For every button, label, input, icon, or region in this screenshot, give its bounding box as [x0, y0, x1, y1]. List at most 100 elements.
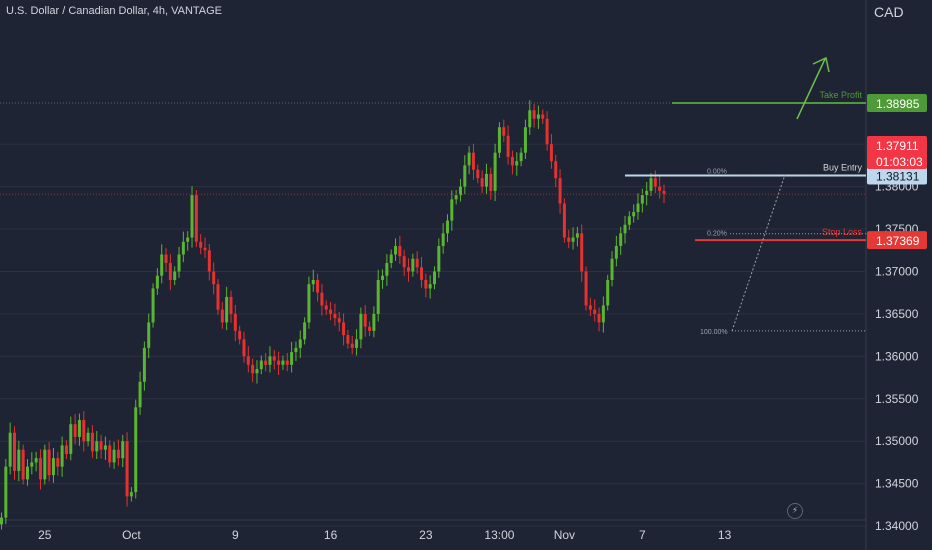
candle-body: [619, 233, 623, 247]
current-price-badge-text: 1.37911: [876, 139, 919, 153]
candle-body: [359, 313, 363, 340]
candle-body: [497, 127, 501, 153]
candle-body: [640, 195, 644, 204]
candle-body: [216, 284, 220, 310]
candle-body: [588, 305, 592, 310]
candle-body: [389, 254, 393, 263]
candle-body: [441, 233, 445, 247]
candle-body: [580, 233, 584, 272]
candle-body: [251, 364, 255, 374]
candle-body: [541, 114, 545, 119]
candle-body: [129, 492, 133, 497]
candle-body: [363, 313, 367, 327]
candle-body: [69, 424, 73, 454]
candle-body: [450, 199, 454, 221]
candle-body: [34, 458, 38, 463]
candle-body: [381, 275, 385, 280]
candle-body: [610, 258, 614, 280]
candle-body: [463, 165, 467, 187]
candle-body: [220, 309, 224, 323]
candle-body: [558, 178, 562, 204]
candle-body: [571, 237, 575, 242]
candle-body: [103, 445, 107, 450]
candle-body: [445, 220, 449, 234]
candle-body: [519, 152, 523, 162]
buy-entry-badge-text: 1.38131: [876, 170, 920, 184]
candle-body: [407, 267, 411, 272]
candle-body: [437, 246, 441, 272]
candle-body: [108, 445, 112, 463]
candle-body: [290, 352, 294, 365]
candle-body: [658, 186, 662, 191]
candle-body: [523, 127, 527, 153]
candle-body: [86, 432, 90, 442]
candle-body: [510, 156, 514, 166]
candle-body: [653, 178, 657, 187]
candle-body: [532, 110, 536, 119]
candle-body: [272, 356, 276, 361]
candle-body: [134, 407, 138, 493]
candle-body: [294, 347, 298, 353]
candle-body: [77, 419, 81, 437]
candle-body: [394, 246, 398, 255]
candle-body: [112, 449, 116, 463]
candle-body: [320, 292, 324, 306]
candle-body: [164, 254, 168, 263]
x-tick-label: 9: [232, 528, 239, 542]
candle-body: [21, 449, 25, 480]
candle-body: [662, 190, 666, 195]
candle-body: [311, 279, 315, 285]
candle-body: [584, 271, 588, 306]
candle-body: [471, 152, 475, 170]
candle-body: [138, 381, 142, 408]
candle-body: [480, 178, 484, 187]
candle-body: [515, 161, 519, 166]
candle-body: [536, 114, 540, 119]
candle-body: [545, 118, 549, 145]
stop-loss-label: Stop Loss: [822, 227, 863, 237]
candle-body: [194, 195, 198, 242]
candle-body: [424, 279, 428, 289]
candle-body: [601, 305, 605, 323]
symbol-title[interactable]: U.S. Dollar / Canadian Dollar, 4h, VANTA…: [6, 5, 223, 17]
y-tick-label: 1.37000: [875, 264, 919, 278]
projection-arrow-line: [796, 58, 826, 120]
candle-body: [502, 127, 506, 136]
candle-body: [398, 246, 402, 257]
candle-body: [606, 279, 610, 306]
candle-body: [190, 195, 194, 238]
buy-entry-label: Buy Entry: [823, 163, 863, 173]
candle-body: [298, 339, 302, 348]
candle-body: [567, 237, 571, 242]
candle-body: [433, 271, 436, 285]
candle-body: [285, 360, 289, 365]
candle-body: [82, 419, 86, 442]
candle-body: [324, 305, 328, 310]
fib-trend-line: [731, 174, 786, 332]
candle-body: [316, 279, 320, 293]
x-tick-label: Oct: [122, 528, 141, 542]
currency-label[interactable]: CAD: [874, 4, 904, 20]
fib-label-0: 0.00%: [707, 169, 727, 176]
y-tick-label: 1.36500: [875, 307, 919, 321]
candle-body: [636, 203, 640, 213]
candle-body: [199, 241, 203, 248]
candle-body: [575, 233, 579, 238]
candle-body: [264, 360, 268, 365]
candle-body: [489, 173, 493, 191]
candle-body: [476, 169, 480, 179]
candle-body: [506, 135, 510, 157]
lightning-bolt-icon[interactable]: ⚡: [787, 503, 803, 519]
x-tick-label: 16: [324, 528, 338, 542]
candle-body: [484, 173, 488, 187]
candle-body: [47, 449, 51, 476]
candle-body: [116, 449, 120, 459]
candle-body: [233, 313, 237, 331]
x-tick-label: 25: [38, 528, 52, 542]
candle-body: [402, 256, 406, 268]
y-tick-label: 1.36000: [875, 349, 919, 363]
candle-body: [549, 144, 553, 162]
candle-body: [151, 288, 155, 323]
y-tick-label: 1.35000: [875, 434, 919, 448]
